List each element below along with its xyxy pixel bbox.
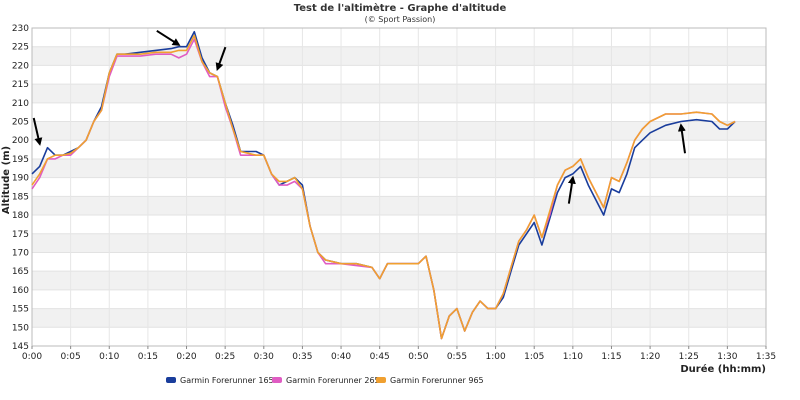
y-tick-label: 180 (12, 211, 29, 221)
x-tick-label: 0:15 (138, 352, 158, 362)
y-tick-label: 150 (12, 323, 29, 333)
annotation-arrow (567, 175, 576, 204)
grid-band (32, 84, 766, 103)
y-tick-label: 170 (12, 248, 29, 258)
y-tick-label: 190 (12, 174, 29, 184)
y-tick-label: 230 (12, 24, 29, 34)
x-tick-label: 1:10 (563, 352, 583, 362)
x-tick-label: 1:35 (756, 352, 776, 362)
legend-label: Garmin Forerunner 965 (390, 376, 484, 385)
y-tick-label: 195 (12, 155, 29, 165)
grid-band (32, 121, 766, 141)
x-tick-label: 0:25 (215, 352, 235, 362)
x-tick-label: 1:30 (717, 352, 737, 362)
y-tick-label: 155 (12, 305, 29, 315)
y-tick-label: 160 (12, 286, 29, 296)
legend-item[interactable]: Garmin Forerunner 265 (272, 376, 380, 385)
legend-item[interactable]: Garmin Forerunner 965 (376, 376, 484, 385)
plot-border (31, 27, 767, 347)
x-axis-title: Durée (hh:mm) (680, 363, 766, 375)
legend-item[interactable]: Garmin Forerunner 165 (166, 376, 274, 385)
y-tick-label: 200 (12, 136, 29, 146)
grid-band (32, 271, 766, 290)
x-tick-label: 0:30 (254, 352, 274, 362)
y-axis-title: Altitude (m) (1, 146, 12, 214)
legend: Garmin Forerunner 165 Garmin Forerunner 2… (166, 376, 484, 385)
annotation-arrow (677, 123, 687, 154)
x-tick-label: 1:05 (524, 352, 544, 362)
legend-label: Garmin Forerunner 265 (286, 376, 380, 385)
x-tick-label: 0:05 (61, 352, 81, 362)
y-tick-label: 165 (12, 267, 29, 277)
x-tick-label: 0:10 (99, 352, 119, 362)
grid-band (32, 308, 766, 328)
x-tick-label: 0:00 (22, 352, 42, 362)
x-tick-label: 1:20 (640, 352, 660, 362)
annotation-arrow (32, 117, 43, 146)
y-tick-label: 210 (12, 99, 29, 109)
annotation-arrow (156, 29, 181, 46)
grid-band (32, 196, 766, 216)
chart-subtitle: (© Sport Passion) (365, 15, 436, 24)
plot-area (32, 28, 766, 346)
annotation-arrow (215, 46, 227, 72)
series-line-3 (31, 34, 736, 340)
x-tick-label: 1:15 (601, 352, 621, 362)
x-tick-label: 0:50 (408, 352, 428, 362)
grid-band (32, 233, 766, 253)
y-tick-label: 225 (12, 43, 29, 53)
x-tick-label: 1:25 (679, 352, 699, 362)
y-tick-label: 185 (12, 192, 29, 202)
chart-title: Test de l'altimètre - Graphe d'altitude (294, 2, 507, 14)
y-tick-label: 175 (12, 230, 29, 240)
legend-swatch (272, 377, 282, 383)
y-tick-label: 215 (12, 80, 29, 90)
x-tick-label: 0:35 (292, 352, 312, 362)
x-tick-label: 0:55 (447, 352, 467, 362)
x-tick-label: 0:40 (331, 352, 351, 362)
legend-swatch (376, 377, 386, 383)
x-tick-label: 0:45 (370, 352, 390, 362)
x-tick-label: 0:20 (176, 352, 196, 362)
legend-label: Garmin Forerunner 165 (180, 376, 274, 385)
grid-band (32, 158, 766, 178)
y-tick-label: 220 (12, 61, 29, 71)
legend-swatch (166, 377, 176, 383)
grid-band (32, 46, 766, 66)
y-tick-label: 205 (12, 118, 29, 128)
x-tick-label: 1:00 (485, 352, 505, 362)
y-tick-label: 145 (12, 342, 29, 352)
